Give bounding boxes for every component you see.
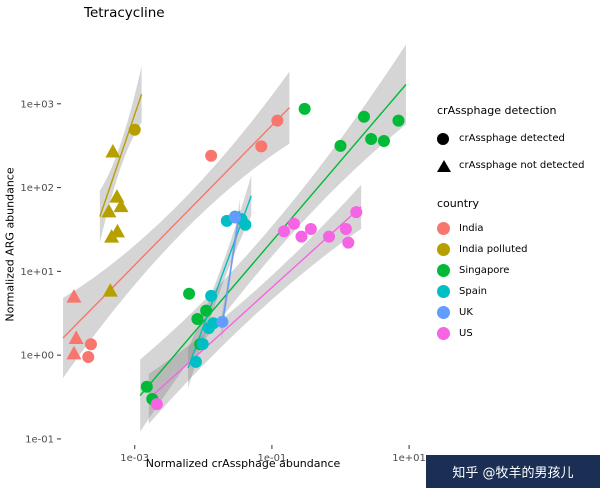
legend-key bbox=[437, 132, 459, 145]
point-singapore bbox=[298, 102, 311, 115]
point-singapore bbox=[365, 133, 378, 146]
confidence-ribbon-india bbox=[63, 71, 290, 379]
point-spain bbox=[239, 218, 252, 231]
point-singapore bbox=[334, 139, 347, 152]
legend-item-singapore: Singapore bbox=[437, 260, 599, 281]
shape-legend-title: crAssphage detection bbox=[437, 104, 557, 117]
point-us bbox=[339, 223, 352, 236]
point-us bbox=[342, 236, 355, 249]
point-spain bbox=[207, 317, 220, 330]
y-tick-label: 1e+02 bbox=[20, 183, 54, 194]
triangle-shape-icon bbox=[437, 159, 451, 172]
point-singapore bbox=[392, 114, 405, 127]
point-uk bbox=[229, 211, 242, 224]
y-axis-label: Normalized ARG abundance bbox=[3, 167, 17, 322]
point-spain bbox=[189, 355, 202, 368]
point-india bbox=[84, 338, 97, 351]
trend-line-india bbox=[62, 107, 290, 339]
legend-item-label: crAssphage not detected bbox=[459, 160, 585, 171]
shape-legend: crAssphage detection crAssphage detected… bbox=[437, 104, 599, 179]
point-singapore bbox=[357, 110, 370, 123]
point-uk bbox=[216, 315, 229, 328]
point-us bbox=[323, 230, 336, 243]
color-swatch-icon bbox=[437, 327, 450, 340]
y-tick-label: 1e+01 bbox=[20, 267, 54, 278]
legend-item-label: India polluted bbox=[459, 244, 528, 255]
point-india bbox=[66, 345, 82, 360]
legend-item-label: India bbox=[459, 223, 484, 234]
point-singapore bbox=[191, 313, 204, 326]
color-swatch-icon bbox=[437, 222, 450, 235]
legend-item-label: crAssphage detected bbox=[459, 133, 565, 144]
point-us bbox=[288, 217, 301, 230]
trend-line-india-polluted bbox=[99, 94, 143, 217]
legend-item-spain: Spain bbox=[437, 281, 599, 302]
point-india-polluted bbox=[113, 198, 129, 213]
point-india bbox=[205, 149, 218, 162]
x-tick-label: 1e+01 bbox=[392, 453, 426, 464]
y-tick-label: 1e-01 bbox=[25, 434, 54, 445]
legend-item-us: US bbox=[437, 323, 599, 344]
x-axis-label: Normalized crAssphage abundance bbox=[145, 457, 341, 470]
color-swatch-icon bbox=[437, 285, 450, 298]
point-singapore bbox=[140, 380, 153, 393]
legend-key bbox=[437, 159, 459, 172]
legend-item-label: Singapore bbox=[459, 265, 510, 276]
y-tick-label: 1e+00 bbox=[20, 351, 54, 362]
circle-shape-icon bbox=[437, 132, 449, 145]
trend-line-uk bbox=[220, 210, 241, 329]
point-india bbox=[82, 351, 95, 364]
watermark: 知乎 @牧羊的男孩儿 bbox=[426, 455, 600, 488]
point-singapore bbox=[183, 287, 196, 300]
x-tick-label: 1e-01 bbox=[257, 453, 286, 464]
point-spain bbox=[205, 289, 218, 302]
point-india bbox=[255, 140, 268, 153]
point-india-polluted bbox=[104, 229, 120, 243]
plot-title: Tetracycline bbox=[84, 5, 165, 21]
color-swatch-icon bbox=[437, 306, 450, 319]
legend-item-india: India bbox=[437, 218, 599, 239]
legend-item-detected: crAssphage detected bbox=[437, 125, 599, 152]
legend-item-label: US bbox=[459, 328, 473, 339]
point-india-polluted bbox=[102, 283, 118, 297]
point-india bbox=[68, 330, 84, 345]
country-legend: country India India polluted Singapore S… bbox=[437, 197, 599, 344]
point-us bbox=[350, 206, 363, 219]
legend-panel: crAssphage detection crAssphage detected… bbox=[437, 104, 599, 344]
color-swatch-icon bbox=[437, 264, 450, 277]
legend-item-label: UK bbox=[459, 307, 473, 318]
color-swatch-icon bbox=[437, 243, 450, 256]
trend-line-singapore bbox=[139, 84, 407, 396]
x-tick-label: 1e-03 bbox=[120, 453, 149, 464]
point-singapore bbox=[200, 304, 213, 317]
point-india-polluted bbox=[101, 203, 117, 218]
legend-item-india-polluted: India polluted bbox=[437, 239, 599, 260]
point-spain bbox=[196, 337, 209, 350]
legend-item-label: Spain bbox=[459, 286, 487, 297]
confidence-ribbon-us bbox=[148, 184, 362, 424]
point-india-polluted bbox=[105, 143, 121, 158]
point-us bbox=[277, 225, 290, 238]
legend-item-not-detected: crAssphage not detected bbox=[437, 152, 599, 179]
point-us bbox=[150, 398, 163, 411]
country-legend-title: country bbox=[437, 197, 480, 210]
legend-item-uk: UK bbox=[437, 302, 599, 323]
point-us bbox=[295, 230, 308, 243]
point-us bbox=[304, 223, 317, 236]
y-tick-label: 1e+03 bbox=[20, 99, 54, 110]
point-singapore bbox=[377, 134, 390, 147]
point-india-polluted bbox=[128, 123, 141, 136]
point-india bbox=[271, 114, 284, 127]
point-india bbox=[66, 289, 82, 303]
